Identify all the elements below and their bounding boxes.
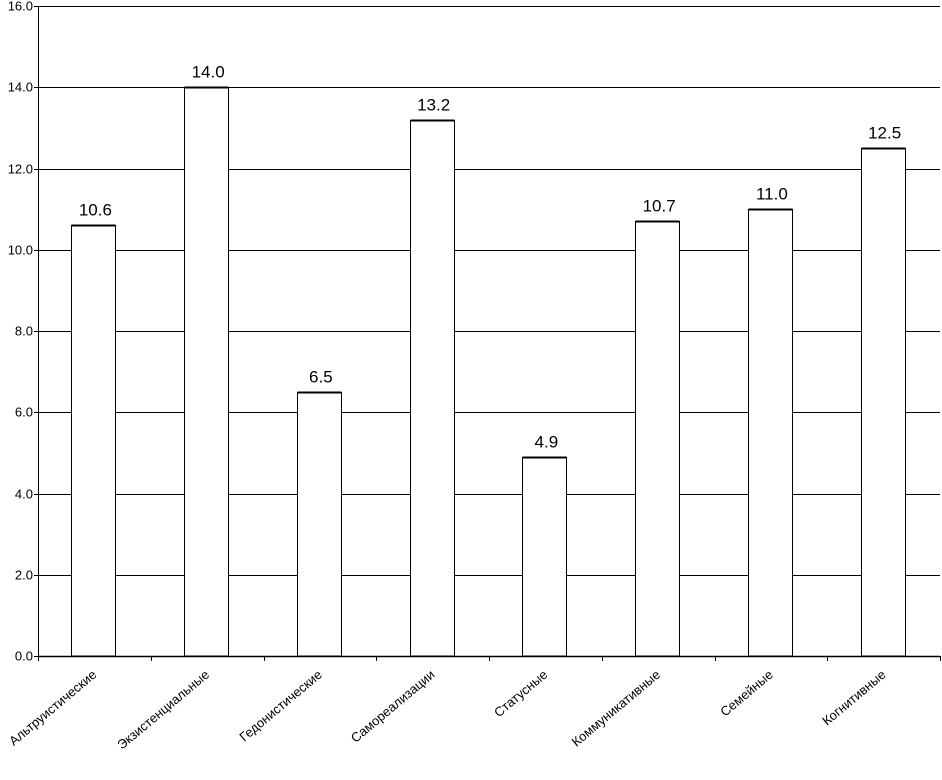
y-tick-label: 8.0: [15, 324, 33, 339]
data-label: 13.2: [417, 96, 450, 115]
data-label: 6.5: [309, 368, 333, 387]
category-label: Коммуникативные: [569, 667, 663, 750]
y-tick-label: 10.0: [8, 243, 33, 258]
bar: [184, 87, 229, 657]
bar: [410, 120, 455, 657]
y-tick-label: 4.0: [15, 487, 33, 502]
data-label: 4.9: [535, 433, 559, 452]
y-axis-tick-labels: 0.0 2.0 4.0 6.0 8.0 10.0 12.0 14.0 16.0: [8, 0, 33, 664]
bars: [71, 86, 906, 657]
grid-lines: [34, 6, 940, 657]
data-label: 12.5: [868, 124, 901, 143]
category-label: Когнитивные: [819, 667, 888, 729]
y-tick-label: 6.0: [15, 405, 33, 420]
category-label: Экзистенциальные: [114, 667, 212, 753]
y-tick-label: 14.0: [8, 80, 33, 95]
y-tick-label: 2.0: [15, 568, 33, 583]
bar: [71, 225, 116, 657]
data-labels: 10.6 14.0 6.5 13.2 4.9 10.7 11.0 12.5: [79, 63, 901, 452]
category-label: Семейные: [717, 667, 776, 720]
bar: [297, 392, 342, 657]
bar: [522, 457, 567, 657]
bar: [861, 148, 906, 657]
category-label: Статусные: [491, 667, 550, 720]
data-label: 10.6: [79, 201, 112, 220]
axes: [38, 6, 941, 661]
y-tick-label: 12.0: [8, 162, 33, 177]
data-label: 14.0: [192, 63, 225, 82]
y-tick-label: 16.0: [8, 0, 33, 14]
bar: [635, 221, 680, 657]
y-tick-label: 0.0: [15, 649, 33, 664]
data-label: 11.0: [756, 185, 788, 204]
data-label: 10.7: [643, 197, 676, 216]
bar: [748, 209, 793, 657]
category-label: Гедонистические: [236, 667, 324, 745]
category-label: Самореализации: [348, 667, 438, 746]
x-axis-category-labels: Альтруистические Экзистенциальные Гедонист…: [6, 667, 889, 753]
category-label: Альтруистические: [6, 667, 99, 749]
